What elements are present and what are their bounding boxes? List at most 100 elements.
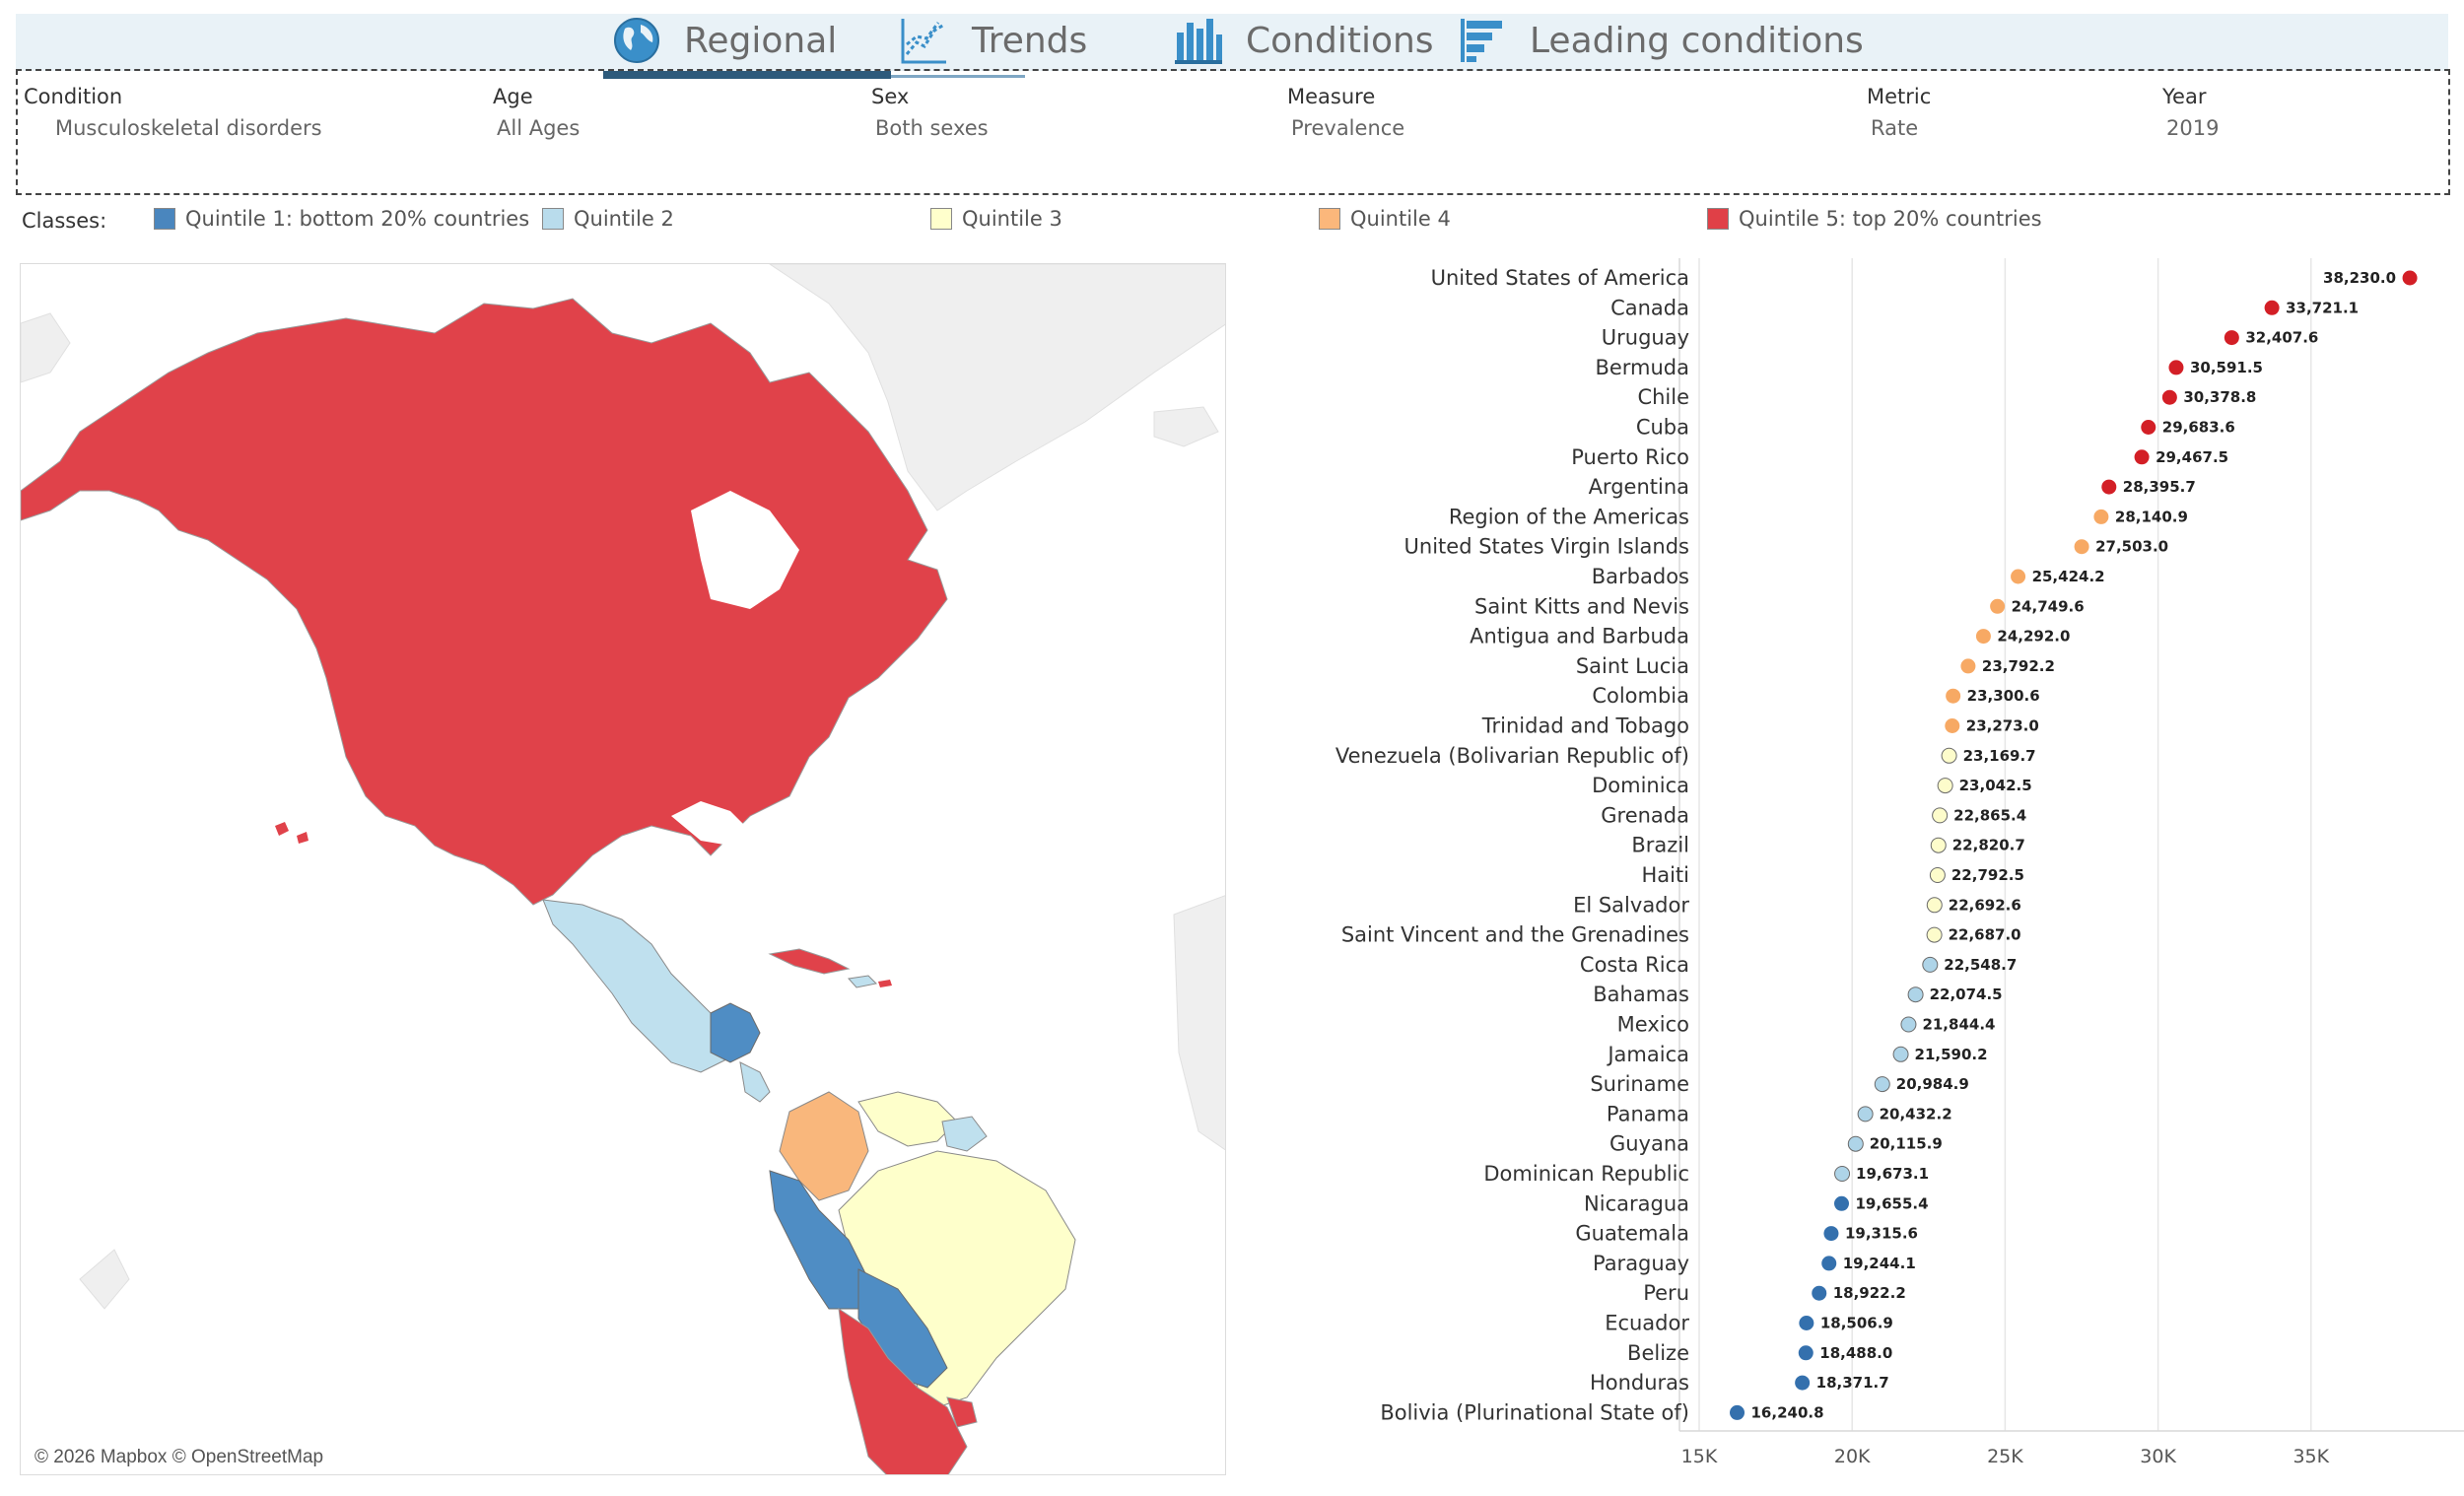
x-tick-label: 30K bbox=[2140, 1446, 2176, 1467]
tab-conditions[interactable]: Conditions bbox=[1173, 12, 1434, 69]
data-point[interactable] bbox=[2093, 509, 2109, 524]
data-point[interactable] bbox=[2161, 389, 2177, 405]
tab-label: Regional bbox=[684, 20, 838, 61]
map-great-lakes bbox=[671, 801, 750, 846]
data-point[interactable] bbox=[1798, 1345, 1814, 1361]
legend-label: Quintile 3 bbox=[962, 207, 1062, 231]
filter-year[interactable]: Year 2019 bbox=[2162, 85, 2219, 140]
legend-swatch bbox=[154, 208, 175, 230]
country-label: Suriname bbox=[1590, 1072, 1689, 1096]
data-point[interactable] bbox=[1730, 1404, 1745, 1420]
map-greenland bbox=[769, 264, 1225, 511]
x-tick-label: 15K bbox=[1681, 1446, 1718, 1467]
filter-label: Measure bbox=[1287, 85, 1376, 108]
data-point[interactable] bbox=[2134, 449, 2150, 465]
data-point[interactable] bbox=[1975, 629, 1991, 645]
legend-item-quintile-3[interactable]: Quintile 3 bbox=[930, 207, 1062, 231]
data-label: 22,865.4 bbox=[1953, 806, 2026, 824]
data-point[interactable] bbox=[1926, 897, 1943, 914]
data-point[interactable] bbox=[1799, 1316, 1814, 1330]
line-chart-icon bbox=[899, 15, 950, 66]
filter-metric[interactable]: Metric Rate bbox=[1867, 85, 1931, 140]
data-label: 29,683.6 bbox=[2162, 419, 2235, 437]
legend-item-quintile-1[interactable]: Quintile 1: bottom 20% countries bbox=[154, 207, 529, 231]
map-africa-edge bbox=[1173, 895, 1225, 1151]
data-point[interactable] bbox=[2168, 360, 2184, 375]
legend-item-quintile-4[interactable]: Quintile 4 bbox=[1319, 207, 1451, 231]
data-point[interactable] bbox=[1892, 1046, 1909, 1062]
map-chile-argentina bbox=[838, 1307, 968, 1474]
data-point[interactable] bbox=[1930, 837, 1947, 853]
legend-item-quintile-5[interactable]: Quintile 5: top 20% countries bbox=[1707, 207, 2042, 231]
data-label: 18,506.9 bbox=[1820, 1315, 1893, 1332]
data-point[interactable] bbox=[1941, 747, 1957, 764]
data-point[interactable] bbox=[1834, 1195, 1850, 1211]
filter-age[interactable]: Age All Ages bbox=[493, 85, 580, 140]
data-point[interactable] bbox=[1821, 1256, 1837, 1271]
legend-swatch bbox=[542, 208, 564, 230]
data-point[interactable] bbox=[1926, 926, 1943, 943]
data-label: 33,721.1 bbox=[2286, 299, 2359, 316]
tab-regional[interactable]: Regional bbox=[611, 12, 837, 69]
legend-item-quintile-2[interactable]: Quintile 2 bbox=[542, 207, 674, 231]
country-label: Dominica bbox=[1592, 774, 1689, 797]
data-label: 22,692.6 bbox=[1949, 896, 2021, 914]
filter-label: Age bbox=[493, 85, 533, 108]
data-point[interactable] bbox=[1812, 1285, 1827, 1301]
tab-leading-conditions[interactable]: Leading conditions bbox=[1457, 12, 1864, 69]
country-label: Trinidad and Tobago bbox=[1481, 714, 1689, 738]
data-point[interactable] bbox=[1907, 986, 1924, 1003]
data-point[interactable] bbox=[1929, 867, 1946, 883]
data-point[interactable] bbox=[2224, 330, 2239, 346]
country-label: Brazil bbox=[1631, 834, 1689, 857]
legend-label: Quintile 2 bbox=[574, 207, 674, 231]
data-point[interactable] bbox=[1847, 1135, 1864, 1152]
data-point[interactable] bbox=[1795, 1375, 1811, 1391]
data-point[interactable] bbox=[2141, 420, 2156, 435]
data-label: 19,655.4 bbox=[1856, 1194, 1929, 1212]
data-point[interactable] bbox=[1932, 807, 1949, 824]
data-label: 20,115.9 bbox=[1870, 1135, 1943, 1153]
data-label: 27,503.0 bbox=[2095, 538, 2168, 556]
data-point[interactable] bbox=[1946, 688, 1961, 704]
data-label: 18,488.0 bbox=[1819, 1344, 1892, 1362]
data-point[interactable] bbox=[1990, 598, 2006, 614]
bar-chart-icon bbox=[1173, 15, 1224, 66]
data-point[interactable] bbox=[2074, 539, 2089, 555]
active-tab-indicator bbox=[603, 71, 891, 79]
data-point[interactable] bbox=[1960, 658, 1976, 674]
filter-value: 2019 bbox=[2166, 116, 2220, 140]
data-point[interactable] bbox=[2264, 300, 2280, 315]
filter-panel: Condition Musculoskeletal disorders Age … bbox=[16, 69, 2450, 195]
data-point[interactable] bbox=[1922, 956, 1939, 973]
data-point[interactable] bbox=[2101, 479, 2117, 495]
globe-icon bbox=[611, 15, 662, 66]
data-point[interactable] bbox=[1834, 1166, 1851, 1182]
country-label: Saint Vincent and the Grenadines bbox=[1341, 923, 1689, 947]
legend-label: Quintile 1: bottom 20% countries bbox=[185, 207, 530, 231]
data-point[interactable] bbox=[1937, 778, 1953, 794]
filter-sex[interactable]: Sex Both sexes bbox=[871, 85, 989, 140]
data-point[interactable] bbox=[1823, 1226, 1839, 1242]
tab-trends[interactable]: Trends bbox=[899, 12, 1087, 69]
data-label: 25,424.2 bbox=[2032, 568, 2105, 585]
country-label: Panama bbox=[1607, 1102, 1689, 1125]
data-point[interactable] bbox=[1874, 1076, 1890, 1093]
data-label: 22,687.0 bbox=[1949, 926, 2021, 944]
data-point[interactable] bbox=[1945, 718, 1960, 733]
data-label: 20,432.2 bbox=[1880, 1105, 1952, 1122]
filter-label: Year bbox=[2162, 85, 2207, 108]
map-attribution[interactable]: © 2026 Mapbox © OpenStreetMap bbox=[34, 1447, 324, 1467]
data-point[interactable] bbox=[1857, 1106, 1874, 1122]
data-point[interactable] bbox=[2402, 270, 2418, 286]
country-label: Grenada bbox=[1601, 803, 1689, 827]
country-label: United States of America bbox=[1431, 266, 1689, 290]
data-label: 30,591.5 bbox=[2190, 359, 2263, 376]
filter-condition[interactable]: Condition Musculoskeletal disorders bbox=[24, 85, 322, 140]
choropleth-map[interactable]: © 2026 Mapbox © OpenStreetMap bbox=[20, 263, 1226, 1475]
legend-swatch bbox=[1319, 208, 1340, 230]
data-point[interactable] bbox=[1900, 1016, 1917, 1033]
filter-measure[interactable]: Measure Prevalence bbox=[1287, 85, 1404, 140]
map-canada-usa bbox=[21, 298, 948, 906]
data-point[interactable] bbox=[2011, 569, 2026, 584]
